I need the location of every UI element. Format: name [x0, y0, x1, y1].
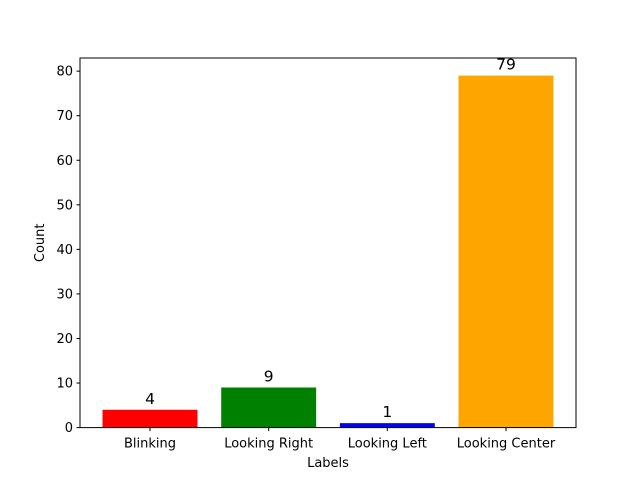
- bar-value-label: 4: [145, 390, 155, 408]
- y-tick-label: 0: [65, 421, 73, 436]
- x-tick-label: Looking Right: [224, 437, 313, 452]
- y-tick-label: 30: [56, 287, 73, 302]
- bar-value-label: 1: [382, 403, 392, 421]
- bar-looking-left: [339, 423, 435, 428]
- bars-group: [102, 75, 554, 428]
- bar-looking-right: [221, 387, 317, 428]
- y-tick-label: 70: [56, 109, 73, 124]
- bar-value-labels: 4 9 1 79: [145, 56, 516, 422]
- plot-frame: [79, 57, 577, 429]
- x-tick-label: Looking Center: [457, 437, 556, 452]
- bar-looking-center: [458, 75, 554, 428]
- bar-value-label: 79: [496, 56, 516, 74]
- y-tick-label: 10: [56, 377, 73, 392]
- y-tick-label: 80: [56, 65, 73, 80]
- y-tick-label: 60: [56, 154, 73, 169]
- x-tick-label: Blinking: [124, 437, 176, 452]
- y-tick-label: 20: [56, 332, 73, 347]
- x-axis-label: Labels: [307, 456, 349, 471]
- y-axis-label: Count: [33, 223, 48, 262]
- bar-blinking: [102, 409, 198, 428]
- x-tick-label: Looking Left: [348, 437, 427, 452]
- bar-value-label: 9: [264, 367, 274, 385]
- x-axis: Blinking Looking Right Looking Left Looking…: [124, 427, 556, 452]
- y-tick-label: 50: [56, 198, 73, 213]
- y-tick-label: 40: [56, 243, 73, 258]
- y-axis: 0 10 20 30 40 50 60 70 80: [56, 65, 80, 436]
